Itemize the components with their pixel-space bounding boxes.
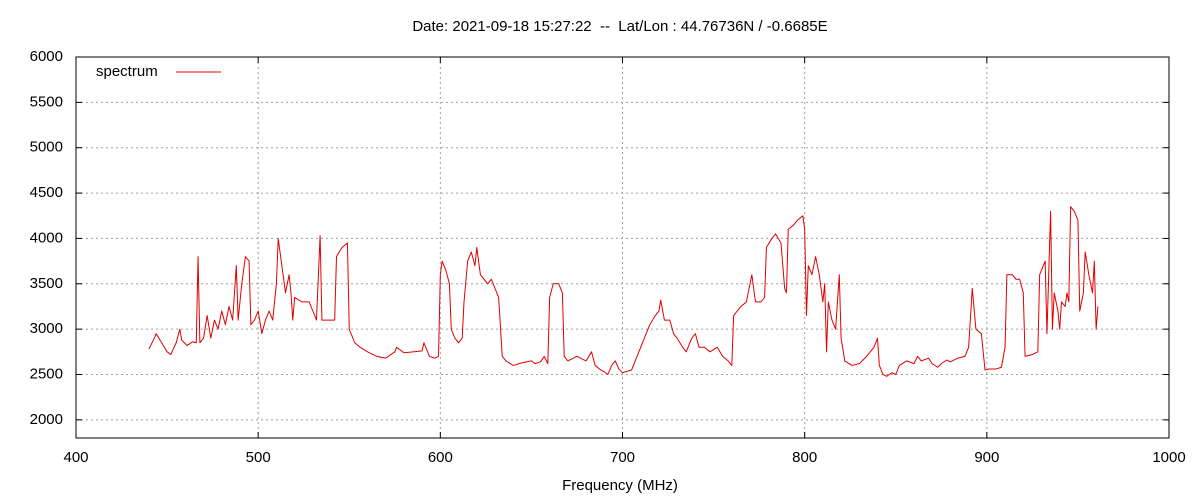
y-tick-label: 6000 (30, 48, 63, 65)
x-axis-label: Frequency (MHz) (562, 477, 678, 494)
x-tick-label: 600 (428, 449, 453, 466)
chart-title: Date: 2021-09-18 15:27:22 -- Lat/Lon : 4… (412, 18, 827, 35)
x-tick-label: 500 (246, 449, 271, 466)
x-tick-label: 1000 (1152, 449, 1185, 466)
y-tick-label: 4000 (30, 229, 63, 246)
y-tick-label: 3000 (30, 320, 63, 337)
y-tick-label: 5500 (30, 93, 63, 110)
x-tick-label: 800 (792, 449, 817, 466)
x-tick-label: 700 (610, 449, 635, 466)
x-tick-label: 900 (974, 449, 999, 466)
x-tick-label: 400 (63, 449, 88, 466)
y-tick-label: 2000 (30, 411, 63, 428)
plot-frame (75, 56, 1170, 439)
y-tick-label: 2500 (30, 365, 63, 382)
y-tick-label: 3500 (30, 275, 63, 292)
spectrum-line (148, 206, 1099, 377)
legend-label: spectrum (96, 63, 158, 80)
y-tick-label: 5000 (30, 139, 63, 156)
y-tick-label: 4500 (30, 184, 63, 201)
